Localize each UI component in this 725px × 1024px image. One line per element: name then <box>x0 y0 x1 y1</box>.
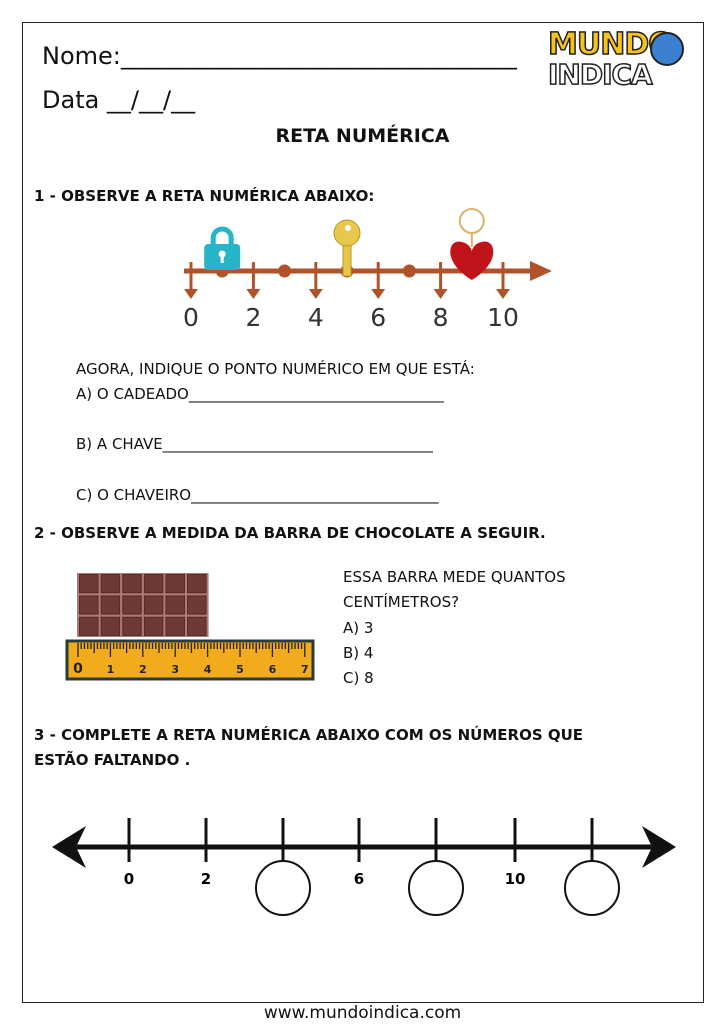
lock-keyhole <box>218 250 226 258</box>
tick-arrow <box>246 289 261 299</box>
chocolate-square <box>187 616 207 636</box>
question-3-heading-2: ESTÃO FALTANDO . <box>34 751 191 769</box>
chocolate-square <box>122 574 142 594</box>
keyring <box>458 208 485 234</box>
ruler-label: 1 <box>107 663 115 676</box>
chocolate-square <box>100 616 121 636</box>
tick-arrow <box>433 289 448 299</box>
page-border <box>22 22 704 1003</box>
left-arrow-head <box>52 826 86 868</box>
tick-arrow <box>308 289 323 299</box>
tick-arrow <box>184 289 198 299</box>
tick-arrow <box>496 289 510 299</box>
answer-key[interactable]: B) A CHAVE______________________________… <box>76 435 433 453</box>
question-2-text-2: CENTÍMETROS? <box>343 593 460 611</box>
tick-label: 6 <box>354 870 364 888</box>
tick-label: 0 <box>124 870 134 888</box>
chocolate-square <box>143 574 164 594</box>
number-label: 6 <box>370 303 387 332</box>
answer-circle[interactable] <box>255 860 311 916</box>
ruler-label: 7 <box>301 663 309 676</box>
lock-keyhole-slot <box>220 255 224 263</box>
number-label: 10 <box>487 303 519 332</box>
key-hole <box>345 225 351 231</box>
ruler: 0 1 2 3 4 5 6 7 <box>65 573 315 681</box>
chocolate-square <box>143 616 164 636</box>
key-icon <box>333 219 361 247</box>
question-2-heading: 2 - OBSERVE A MEDIDA DA BARRA DE CHOCOLA… <box>34 524 546 542</box>
tick-arrow <box>371 289 386 299</box>
tick-label: 2 <box>201 870 211 888</box>
chocolate-bar <box>77 573 209 637</box>
chocolate-square <box>187 595 207 615</box>
number-label: 8 <box>432 303 449 332</box>
question-3-heading-1: 3 - COMPLETE A RETA NUMÉRICA ABAIXO COM … <box>34 726 584 744</box>
chocolate-square <box>187 574 207 594</box>
option-b[interactable]: B) 4 <box>343 644 374 662</box>
chocolate-square <box>122 616 142 636</box>
heart-icon <box>450 241 494 280</box>
ruler-label: 2 <box>139 663 147 676</box>
chocolate-square <box>165 574 185 594</box>
right-arrow-head <box>642 826 676 868</box>
ruler-label: 5 <box>236 663 244 676</box>
answer-circle[interactable] <box>564 860 620 916</box>
chocolate-square <box>79 595 99 615</box>
chocolate-square <box>165 595 185 615</box>
number-line-1 <box>184 208 552 299</box>
option-c[interactable]: C) 8 <box>343 669 374 687</box>
lock-shackle <box>210 226 234 248</box>
point-dot <box>278 264 292 278</box>
chocolate-square <box>122 595 142 615</box>
answer-circle[interactable] <box>408 860 464 916</box>
answer-lock[interactable]: A) O CADEADO____________________________… <box>76 385 444 403</box>
chocolate-square <box>165 616 185 636</box>
answer-keychain[interactable]: C) O CHAVEIRO___________________________… <box>76 486 439 504</box>
logo: MUNDO INDICA <box>547 29 698 94</box>
option-a[interactable]: A) 3 <box>343 619 374 637</box>
footer-url[interactable]: www.mundoindica.com <box>263 1003 462 1023</box>
number-label: 4 <box>307 303 324 332</box>
ruler-label: 6 <box>269 663 277 676</box>
question-2-text-1: ESSA BARRA MEDE QUANTOS <box>343 568 566 586</box>
question-1-heading: 1 - OBSERVE A RETA NUMÉRICA ABAIXO: <box>34 187 375 205</box>
chocolate-square <box>100 595 121 615</box>
date-field[interactable]: Data __/__/__ <box>42 86 196 114</box>
ruler-label: 4 <box>204 663 212 676</box>
name-field[interactable]: Nome:_________________________________ <box>42 42 517 70</box>
page-title: RETA NUMÉRICA <box>275 125 450 147</box>
number-label: 2 <box>245 303 262 332</box>
question-1-prompt: AGORA, INDIQUE O PONTO NUMÉRICO EM QUE E… <box>76 360 475 378</box>
ruler-label: 3 <box>171 663 179 676</box>
chocolate-square <box>79 574 99 594</box>
number-line-2: 0 2 6 10 <box>52 818 676 916</box>
chocolate-square <box>100 574 121 594</box>
number-label: 0 <box>183 303 199 332</box>
chocolate-square <box>79 616 99 636</box>
globe-icon <box>650 32 684 66</box>
ruler-label: 0 <box>73 661 83 677</box>
point-dot <box>402 264 416 278</box>
tick-label: 10 <box>505 870 526 888</box>
chocolate-square <box>143 595 164 615</box>
arrow-head <box>530 261 552 281</box>
